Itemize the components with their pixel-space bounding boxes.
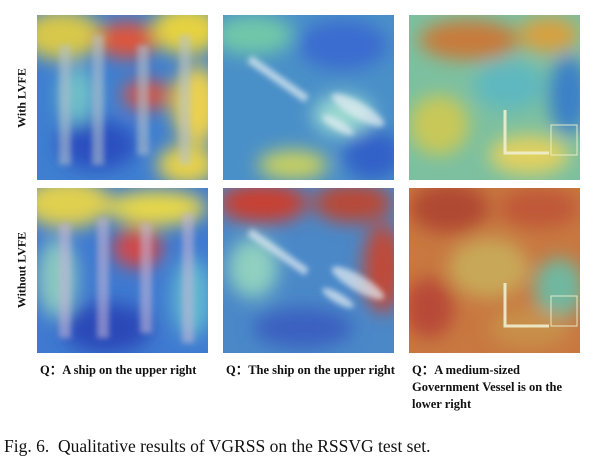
figure-caption: Fig. 6. Qualitative results of VGRSS on … (4, 436, 431, 456)
heatmap-image (223, 15, 394, 180)
heatmap-image (223, 188, 394, 353)
row-label-text: Without LVFE (14, 231, 29, 309)
query-text: Q：A ship on the upper right (40, 363, 197, 377)
row-label-text: With LVFE (14, 68, 29, 128)
query-text: Q：The ship on the upper right (226, 363, 395, 377)
heatmap-image (409, 188, 580, 353)
query-text: Q：A medium-sized Government Vessel is on… (412, 363, 562, 411)
heatmap-image (409, 15, 580, 180)
heatmap-image (37, 15, 208, 180)
heatmap-image (37, 188, 208, 353)
